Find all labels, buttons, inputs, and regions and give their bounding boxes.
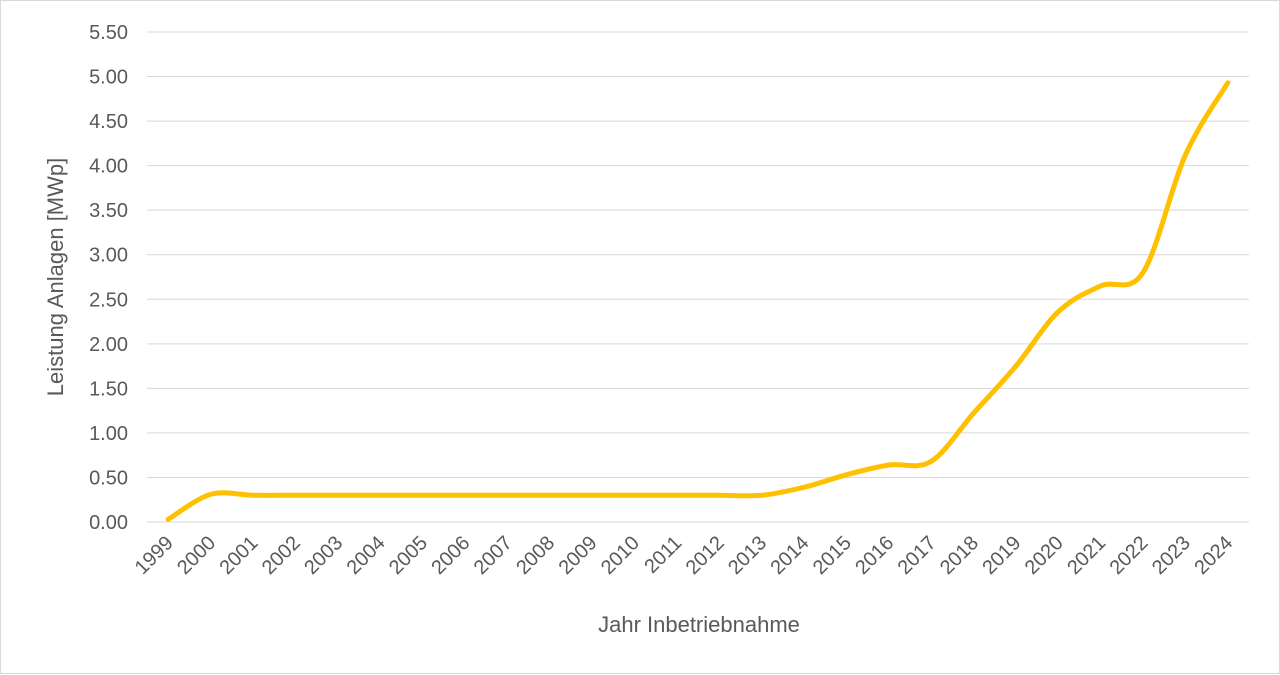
x-tick-label: 2018 (936, 532, 983, 579)
y-tick-label: 4.00 (89, 156, 128, 178)
data-point (506, 494, 508, 496)
x-tick-label: 2000 (173, 532, 220, 579)
x-tick-label: 2006 (427, 532, 474, 579)
x-tick-label: 2022 (1106, 532, 1153, 579)
data-point (718, 494, 720, 496)
data-point (294, 494, 296, 496)
y-tick-label: 3.50 (89, 200, 128, 222)
data-point (761, 494, 763, 496)
data-point (1100, 285, 1102, 287)
data-point (676, 494, 678, 496)
x-axis-title: Jahr Inbetriebnahme (598, 612, 800, 637)
data-point (422, 494, 423, 496)
y-tick-label: 0.50 (89, 467, 128, 489)
x-tick-label: 2011 (640, 532, 686, 578)
data-point (803, 486, 805, 488)
x-tick-label: 2001 (215, 532, 262, 579)
x-tick-label: 2013 (724, 532, 771, 579)
data-point (464, 494, 466, 496)
x-tick-label: 2023 (1148, 532, 1195, 579)
data-point (973, 412, 974, 414)
y-tick-label: 4.50 (89, 111, 128, 133)
x-axis-tick-labels: 1999200020012002200320042005200620072008… (131, 532, 1238, 579)
x-tick-label: 2009 (555, 532, 602, 579)
y-tick-label: 3.00 (89, 245, 128, 267)
y-tick-label: 0.00 (89, 512, 128, 534)
data-point (379, 494, 381, 496)
y-tick-label: 2.00 (89, 334, 128, 356)
data-point (930, 460, 932, 462)
gridlines (147, 31, 1249, 523)
series-layer (165, 80, 1231, 522)
data-point (1227, 82, 1229, 84)
x-tick-label: 1999 (131, 532, 178, 579)
x-tick-label: 2004 (343, 532, 390, 579)
data-point (888, 464, 890, 466)
x-tick-label: 2003 (300, 532, 347, 579)
data-point (549, 494, 551, 496)
x-tick-label: 2016 (851, 532, 898, 579)
x-tick-label: 2002 (258, 532, 305, 579)
x-tick-label: 2012 (682, 532, 729, 579)
data-point (167, 518, 169, 520)
x-tick-label: 2005 (385, 532, 432, 579)
data-point (1142, 272, 1144, 274)
x-tick-label: 2020 (1021, 532, 1068, 579)
data-point (1184, 154, 1186, 156)
y-tick-label: 5.00 (89, 67, 128, 89)
x-tick-label: 2021 (1063, 532, 1110, 579)
y-axis-title: Leistung Anlagen [MWp] (43, 158, 68, 396)
y-tick-label: 2.50 (89, 289, 128, 311)
x-tick-label: 2017 (894, 532, 941, 579)
data-point (252, 494, 254, 496)
series-line (165, 80, 1231, 522)
x-tick-label: 2008 (512, 532, 559, 579)
y-axis-tick-labels: 0.00 0.50 1.00 1.50 2.00 2.50 3.00 3.50 4.00 4.50… (89, 22, 128, 534)
x-tick-label: 2014 (766, 532, 813, 579)
x-tick-label: 2019 (978, 532, 1025, 579)
y-tick-label: 1.50 (89, 378, 128, 400)
data-point (337, 494, 339, 496)
data-point (1057, 311, 1059, 313)
x-tick-label: 2015 (809, 532, 856, 579)
data-point (591, 494, 593, 496)
x-tick-label: 2024 (1190, 532, 1237, 579)
x-tick-label: 2007 (470, 532, 517, 579)
data-point (633, 494, 635, 496)
data-point (845, 474, 847, 476)
data-point (1015, 365, 1017, 367)
y-tick-label: 5.50 (89, 22, 128, 44)
x-tick-label: 2010 (597, 532, 644, 579)
y-tick-label: 1.00 (89, 423, 128, 445)
data-point (210, 493, 212, 495)
